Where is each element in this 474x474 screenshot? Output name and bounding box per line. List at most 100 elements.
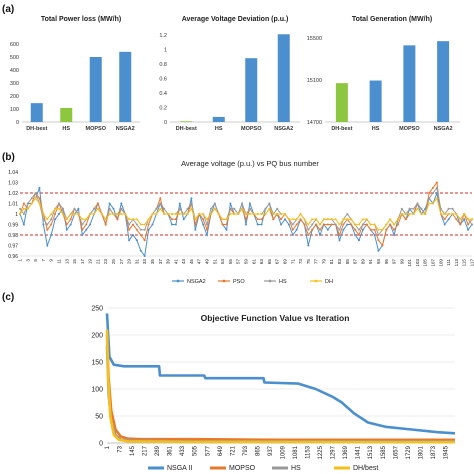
y-tick-label: 0.2 bbox=[159, 106, 167, 112]
data-point bbox=[163, 207, 166, 210]
x-tick-label: 19 bbox=[88, 259, 93, 265]
line-chart-average-voltage: Average voltage (p.u.) vs PQ bus number 0… bbox=[8, 159, 474, 285]
data-point bbox=[404, 218, 407, 221]
x-tick-label: 1153 bbox=[306, 445, 312, 459]
data-point bbox=[77, 213, 80, 215]
chart-title: Objective Function Value vs Iteration bbox=[201, 313, 350, 323]
x-tick-label: 67 bbox=[275, 259, 280, 265]
data-point bbox=[22, 213, 25, 215]
data-point bbox=[120, 213, 123, 215]
x-tick-label: MOPSO bbox=[86, 126, 107, 132]
data-point bbox=[303, 223, 306, 226]
bar-mopso bbox=[245, 58, 258, 122]
y-tick-label: 1.2 bbox=[159, 33, 167, 39]
data-point bbox=[135, 218, 138, 221]
x-tick-label: 9 bbox=[49, 259, 54, 262]
data-point bbox=[93, 207, 96, 210]
data-point bbox=[435, 197, 438, 200]
data-point bbox=[128, 218, 131, 221]
x-tick-label: 41 bbox=[173, 259, 178, 265]
x-tick-label: 103 bbox=[415, 259, 420, 267]
data-point bbox=[354, 228, 357, 231]
data-point bbox=[170, 223, 173, 226]
x-tick-label: HS bbox=[215, 126, 223, 132]
data-point bbox=[65, 228, 68, 231]
y-tick-label: 100 bbox=[10, 107, 19, 113]
x-tick-label: DH-best bbox=[26, 126, 47, 132]
data-point bbox=[46, 244, 49, 247]
data-point bbox=[459, 223, 462, 226]
data-point bbox=[291, 228, 294, 231]
data-point bbox=[373, 223, 376, 226]
y-tick-label: 0.99 bbox=[8, 223, 18, 229]
x-tick-label: 91 bbox=[368, 259, 373, 265]
data-point bbox=[393, 223, 396, 226]
data-point bbox=[303, 218, 306, 221]
data-point bbox=[354, 234, 357, 236]
data-point bbox=[19, 207, 21, 210]
data-point bbox=[245, 218, 247, 221]
data-point bbox=[38, 197, 41, 200]
data-point bbox=[338, 234, 341, 236]
bar-nsga2 bbox=[437, 41, 450, 122]
y-tick-label: 150 bbox=[91, 360, 103, 367]
data-point bbox=[112, 213, 115, 215]
data-point bbox=[93, 213, 96, 215]
data-point bbox=[151, 213, 154, 215]
x-tick-label: 21 bbox=[95, 259, 100, 265]
x-tick-label: 117 bbox=[470, 259, 474, 267]
data-point bbox=[202, 223, 205, 226]
data-point bbox=[143, 255, 146, 257]
x-tick-label: 49 bbox=[205, 259, 210, 265]
data-point bbox=[237, 213, 240, 215]
x-tick-label: 105 bbox=[423, 259, 428, 267]
data-point bbox=[159, 202, 162, 205]
bar-chart-voltage-deviation: Average Voltage Deviation (p.u.) 0 0.2 0.4 0… bbox=[159, 16, 300, 132]
x-tick-label: 47 bbox=[197, 259, 202, 265]
data-point bbox=[206, 234, 209, 236]
data-point bbox=[365, 218, 368, 221]
bar-nsga2 bbox=[119, 51, 132, 122]
data-point bbox=[151, 223, 154, 226]
data-point bbox=[447, 213, 450, 215]
data-point bbox=[432, 202, 435, 205]
x-tick-label: 57 bbox=[236, 259, 241, 265]
x-tick-label: MOPSO bbox=[399, 126, 420, 132]
legend-label: HS bbox=[279, 279, 287, 285]
legend-label: NSGA2 bbox=[187, 279, 206, 285]
x-tick-label: 25 bbox=[111, 259, 116, 265]
data-point bbox=[435, 186, 438, 189]
x-tick-label: NSGA2 bbox=[116, 126, 135, 132]
data-point bbox=[307, 234, 310, 236]
x-tick-label: 865 bbox=[255, 445, 261, 456]
bar-dh-best bbox=[335, 83, 348, 122]
x-tick-label: 1945 bbox=[443, 445, 449, 459]
x-tick-label: 1225 bbox=[318, 445, 324, 459]
data-point bbox=[342, 228, 345, 231]
data-point bbox=[202, 213, 205, 215]
x-tick-label: 79 bbox=[321, 259, 326, 265]
x-tick-label: 51 bbox=[212, 259, 217, 265]
data-point bbox=[350, 223, 353, 226]
data-point bbox=[108, 202, 111, 205]
x-tick-label: 577 bbox=[205, 445, 211, 456]
data-point bbox=[46, 223, 49, 226]
data-point bbox=[206, 228, 209, 231]
data-point bbox=[373, 234, 376, 236]
bar-hs bbox=[369, 80, 382, 122]
data-point bbox=[69, 223, 72, 226]
line-chart-objective-function: Objective Function Value vs Iteration 0 50… bbox=[91, 306, 456, 472]
data-point bbox=[377, 249, 380, 252]
data-point bbox=[283, 218, 286, 221]
x-tick-label: 89 bbox=[360, 259, 365, 265]
data-point bbox=[447, 207, 450, 210]
data-point bbox=[128, 228, 131, 231]
data-point bbox=[178, 202, 181, 205]
data-point bbox=[326, 228, 329, 231]
data-point bbox=[428, 192, 431, 194]
data-point bbox=[260, 223, 263, 226]
series-line-dh-best bbox=[105, 329, 456, 444]
data-point bbox=[178, 207, 181, 210]
y-tick-label: 0.4 bbox=[159, 91, 167, 97]
y-tick-label: 400 bbox=[10, 68, 19, 74]
